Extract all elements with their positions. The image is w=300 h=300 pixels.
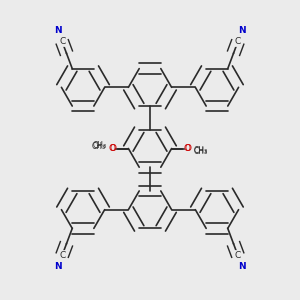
Text: C: C [59, 250, 65, 260]
Text: N: N [238, 262, 246, 271]
Text: CH₃: CH₃ [194, 147, 208, 156]
Text: O: O [110, 144, 117, 153]
Text: C: C [235, 38, 241, 46]
Text: CH₃: CH₃ [194, 146, 208, 155]
Text: N: N [54, 26, 62, 35]
Text: C: C [59, 38, 65, 46]
Text: N: N [54, 262, 62, 271]
Text: O: O [183, 144, 190, 153]
Text: N: N [238, 26, 246, 35]
Text: CH₃: CH₃ [92, 142, 106, 151]
Text: C: C [235, 250, 241, 260]
Text: O: O [109, 144, 116, 153]
Text: CH₃: CH₃ [92, 141, 106, 150]
Text: O: O [184, 144, 191, 153]
